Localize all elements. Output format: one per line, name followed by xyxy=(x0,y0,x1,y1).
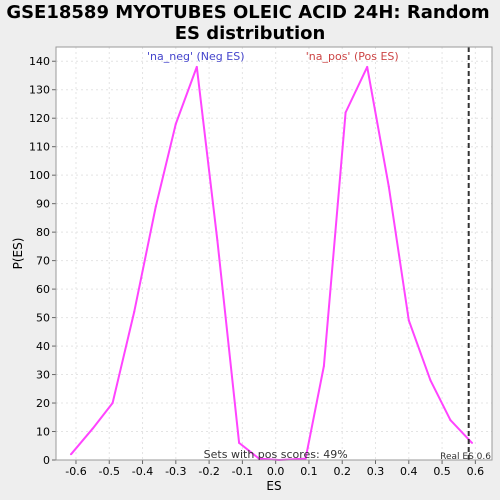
x-tick-label: -0.1 xyxy=(232,465,253,478)
y-tick-label: 100 xyxy=(29,169,50,182)
y-tick-label: 20 xyxy=(36,397,50,410)
data-point xyxy=(322,365,325,368)
data-point xyxy=(304,457,307,460)
data-point xyxy=(154,205,157,208)
data-point xyxy=(258,457,261,460)
x-tick-label: -0.3 xyxy=(165,465,186,478)
real-es-label: Real ES 0.6 xyxy=(440,452,491,462)
data-point xyxy=(429,379,432,382)
x-tick-label: 0.3 xyxy=(367,465,385,478)
y-tick-label: 80 xyxy=(36,226,50,239)
data-point xyxy=(471,441,474,444)
y-tick-label: 120 xyxy=(29,112,50,125)
data-point xyxy=(195,65,198,68)
grid-lines xyxy=(56,47,492,461)
data-point xyxy=(69,453,72,456)
data-point xyxy=(133,310,136,313)
y-tick-label: 10 xyxy=(36,426,50,439)
plot-area xyxy=(56,47,492,460)
data-point xyxy=(407,319,410,322)
pos-es-label: 'na_pos' (Pos ES) xyxy=(306,50,399,63)
data-point xyxy=(344,111,347,114)
data-point xyxy=(449,419,452,422)
x-tick-label: -0.4 xyxy=(132,465,153,478)
x-tick-label: -0.5 xyxy=(99,465,120,478)
data-point xyxy=(238,441,241,444)
x-axis-label: ES xyxy=(266,479,281,493)
chart-title-line-1: GSE18589 MYOTUBES OLEIC ACID 24H: Random xyxy=(6,2,489,23)
x-tick-label: 0.2 xyxy=(333,465,351,478)
axis-ticks: -0.6 -0.5 -0.4 -0.3 -0.2 -0.1 0.0 0.1 0.2 0.3 0.4 0… xyxy=(29,55,484,478)
data-point xyxy=(366,65,369,68)
y-tick-label: 50 xyxy=(36,312,50,325)
x-tick-label: 0.6 xyxy=(467,465,485,478)
y-tick-label: 110 xyxy=(29,141,50,154)
y-tick-label: 30 xyxy=(36,369,50,382)
series-layer xyxy=(69,65,474,461)
x-tick-label: 0.1 xyxy=(300,465,318,478)
data-point xyxy=(91,427,94,430)
x-tick-label: 0.4 xyxy=(400,465,418,478)
y-tick-label: 130 xyxy=(29,84,50,97)
y-tick-label: 90 xyxy=(36,198,50,211)
neg-es-label: 'na_neg' (Neg ES) xyxy=(147,50,244,63)
x-tick-label: 0.0 xyxy=(267,465,285,478)
y-tick-label: 60 xyxy=(36,283,50,296)
y-tick-label: 40 xyxy=(36,340,50,353)
data-point xyxy=(111,402,114,405)
data-point xyxy=(387,185,390,188)
y-tick-label: 70 xyxy=(36,255,50,268)
y-tick-label: 140 xyxy=(29,55,50,68)
chart-title-line-2: ES distribution xyxy=(175,23,326,44)
x-tick-label: -0.6 xyxy=(65,465,86,478)
y-tick-label: 0 xyxy=(43,454,50,467)
sets-with-pos-scores-text: Sets with pos scores: 49% xyxy=(204,448,348,461)
data-point xyxy=(174,122,177,125)
data-point xyxy=(216,239,219,242)
es-distribution-line xyxy=(70,65,473,461)
x-tick-label: -0.2 xyxy=(198,465,219,478)
y-axis-label: P(ES) xyxy=(11,238,25,270)
plot-border xyxy=(55,46,493,461)
x-tick-label: 0.5 xyxy=(433,465,451,478)
